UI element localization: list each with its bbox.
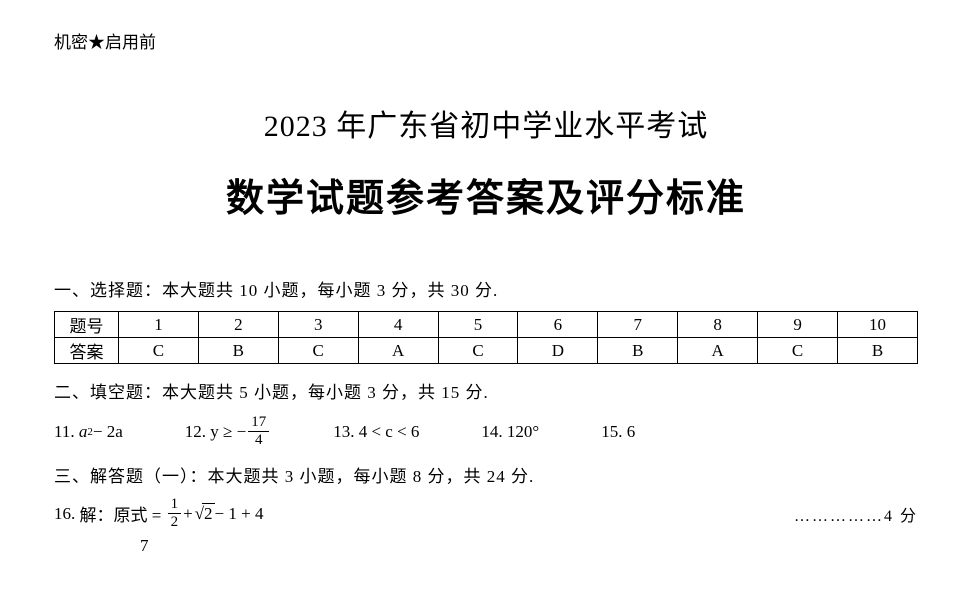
answer-cell: B [198,338,278,364]
cutoff-7: 7 [140,536,149,555]
q13: 13. 4 < c < 6 [333,422,419,442]
q-num: 14. [481,422,502,442]
row-label-ans: 答案 [55,338,119,364]
col-num: 7 [598,312,678,338]
var-a: a [79,422,88,442]
q-num: 15. [601,422,622,442]
col-num: 1 [119,312,199,338]
q16-row: 16. 解：原式 = 1 2 + 2 − 1 + 4 ……………4 分 [54,497,918,530]
q-text: 4 < c < 6 [359,422,420,442]
expr-tail: − 1 + 4 [215,504,264,524]
cutoff-line: 7 [140,536,918,556]
exam-title: 2023 年广东省初中学业水平考试 [54,101,918,145]
solve-label: 解：原式 = [80,501,162,526]
section-2-heading: 二、填空题：本大题共 5 小题，每小题 3 分，共 15 分. [54,378,918,403]
confidential-label: 机密★启用前 [54,28,918,53]
expr-tail: − 2a [93,422,123,442]
row-label-num: 题号 [55,312,119,338]
fraction: 17 4 [248,415,269,448]
col-num: 2 [198,312,278,338]
expr-pre: y ≥ − [210,422,246,442]
answer-table: 题号 1 2 3 4 5 6 7 8 9 10 答案 C B C A C D B… [54,311,918,364]
col-num: 9 [758,312,838,338]
q-num: 11. [54,422,75,442]
q16-expression: 16. 解：原式 = 1 2 + 2 − 1 + 4 [54,497,263,530]
answer-cell: D [518,338,598,364]
answer-cell: A [678,338,758,364]
fraction: 1 2 [168,497,182,530]
answer-cell: B [838,338,918,364]
answer-cell: C [438,338,518,364]
col-num: 5 [438,312,518,338]
answer-cell: C [758,338,838,364]
q12: 12. y ≥ − 17 4 [185,415,271,448]
q15: 15. 6 [601,422,635,442]
fraction-num: 1 [168,497,182,514]
fill-answers-row: 11. a2 − 2a 12. y ≥ − 17 4 13. 4 < c < 6… [54,415,918,448]
table-row: 答案 C B C A C D B A C B [55,338,918,364]
col-num: 3 [278,312,358,338]
q14: 14. 120° [481,422,539,442]
score-marker: ……………4 分 [794,502,918,526]
fraction-den: 4 [252,432,266,448]
answer-cell: A [358,338,438,364]
answer-cell: C [119,338,199,364]
sqrt: 2 [193,503,215,524]
fraction-den: 2 [168,514,182,530]
section-1-heading: 一、选择题：本大题共 10 小题，每小题 3 分，共 30 分. [54,276,918,301]
fraction-num: 17 [248,415,269,432]
radicand: 2 [202,503,215,524]
q-text: 120° [507,422,539,442]
q11: 11. a2 − 2a [54,422,123,442]
section-3-heading: 三、解答题（一）：本大题共 3 小题，每小题 8 分，共 24 分. [54,462,918,487]
answer-cell: C [278,338,358,364]
answer-cell: B [598,338,678,364]
table-row: 题号 1 2 3 4 5 6 7 8 9 10 [55,312,918,338]
q-num: 12. [185,422,206,442]
col-num: 10 [838,312,918,338]
col-num: 4 [358,312,438,338]
q-num: 13. [333,422,354,442]
q-text: 6 [627,422,636,442]
q-num: 16. [54,504,75,524]
plus: + [183,504,193,524]
col-num: 8 [678,312,758,338]
col-num: 6 [518,312,598,338]
doc-subtitle: 数学试题参考答案及评分标准 [54,167,918,222]
